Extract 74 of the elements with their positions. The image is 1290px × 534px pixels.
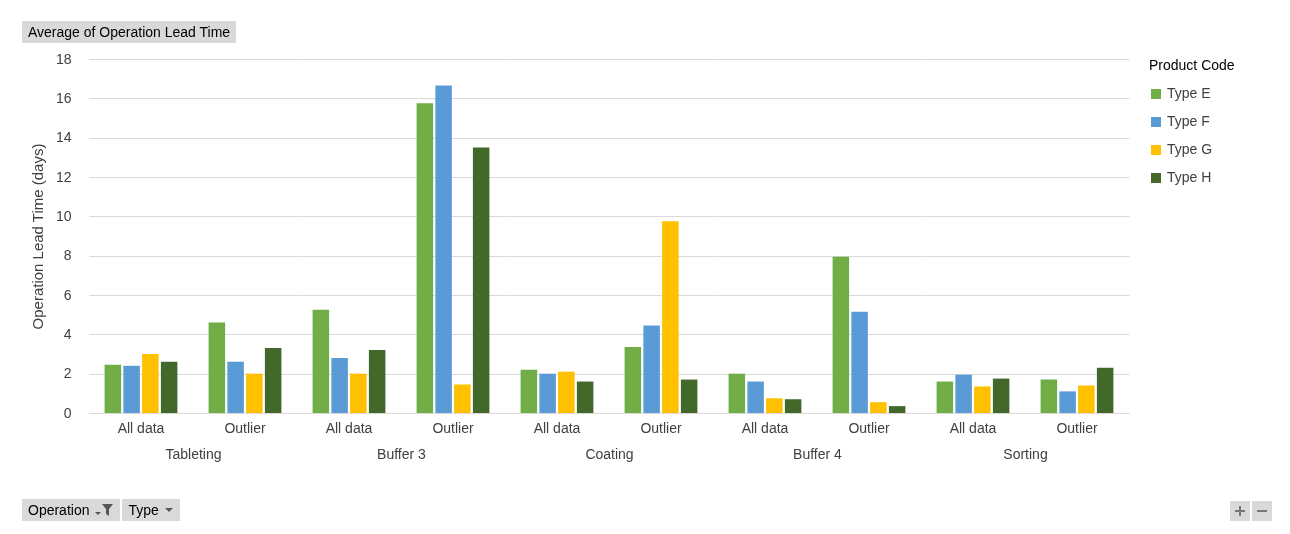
y-tick-label: 12: [55, 168, 72, 185]
y-tick-label: 0: [63, 404, 72, 421]
bar: [539, 373, 556, 413]
bar: [832, 256, 850, 413]
chart-title: Average of Operation Lead Time: [22, 21, 237, 43]
bar: [766, 398, 783, 413]
bar: [350, 373, 367, 413]
x-tick-label: Outlier: [640, 419, 682, 436]
bar: [576, 381, 594, 413]
x-tick-label: All data: [117, 419, 165, 436]
text: Type: [128, 502, 159, 518]
legend-label: Type G: [1167, 141, 1213, 157]
bar: [662, 221, 679, 413]
bar: [312, 309, 330, 413]
x-tick-label: Outlier: [224, 419, 266, 436]
text: Operation: [28, 502, 90, 518]
y-tick-label: 8: [63, 247, 72, 264]
bar: [160, 361, 178, 413]
legend-title: Product Code: [1149, 57, 1235, 73]
bar: [974, 386, 991, 413]
y-tick-label: 16: [55, 89, 72, 106]
x-tick-label: All data: [533, 419, 581, 436]
text: Buffer 3: [377, 445, 427, 462]
legend-label: Type F: [1167, 113, 1210, 129]
bar: [1059, 391, 1076, 413]
y-tick-label: 14: [55, 129, 72, 146]
bar: [416, 103, 434, 413]
bar: [264, 348, 282, 413]
bar: [1040, 379, 1058, 413]
bar: [1096, 367, 1114, 413]
legend-label: Type H: [1167, 169, 1212, 185]
y-tick-label: 10: [55, 207, 72, 224]
x-tick-label: All data: [741, 419, 789, 436]
bar: [851, 311, 868, 413]
bar: [784, 399, 802, 413]
bar: [435, 85, 452, 413]
legend-label: Type E: [1167, 85, 1211, 101]
x-tick-label: All data: [949, 419, 997, 436]
y-tick-label: 18: [55, 50, 72, 67]
text: Tableting: [165, 445, 222, 462]
x-tick-label: Outlier: [1056, 419, 1098, 436]
bar: [992, 378, 1010, 413]
bar: [208, 322, 226, 413]
bar: [1078, 385, 1095, 413]
bar: [870, 402, 887, 413]
text: Sorting: [1003, 445, 1048, 462]
bar: [643, 325, 660, 413]
y-tick-label: 2: [63, 365, 72, 382]
bar: [936, 381, 954, 413]
bar: [728, 373, 746, 413]
y-tick-label: 6: [63, 286, 72, 303]
x-tick-label: Outlier: [848, 419, 890, 436]
bar: [680, 379, 698, 413]
bar: [227, 361, 244, 413]
bar: [123, 365, 140, 413]
bar: [246, 373, 263, 413]
bar: [142, 354, 159, 413]
y-tick-label: 4: [63, 325, 72, 342]
bar: [888, 406, 906, 413]
bar: [955, 374, 972, 413]
text: Buffer 4: [793, 445, 843, 462]
bar: [747, 381, 764, 413]
x-tick-label: Outlier: [432, 419, 474, 436]
bar: [368, 350, 386, 413]
bar: [558, 371, 575, 413]
x-tick-label: All data: [325, 419, 373, 436]
bar: [454, 384, 471, 413]
text: Coating: [585, 445, 634, 462]
bar: [472, 147, 490, 413]
y-axis-title: Operation Lead Time (days): [28, 143, 46, 330]
bar: [104, 364, 122, 413]
bar: [624, 347, 642, 413]
bar: [520, 369, 538, 413]
bar: [331, 357, 348, 413]
